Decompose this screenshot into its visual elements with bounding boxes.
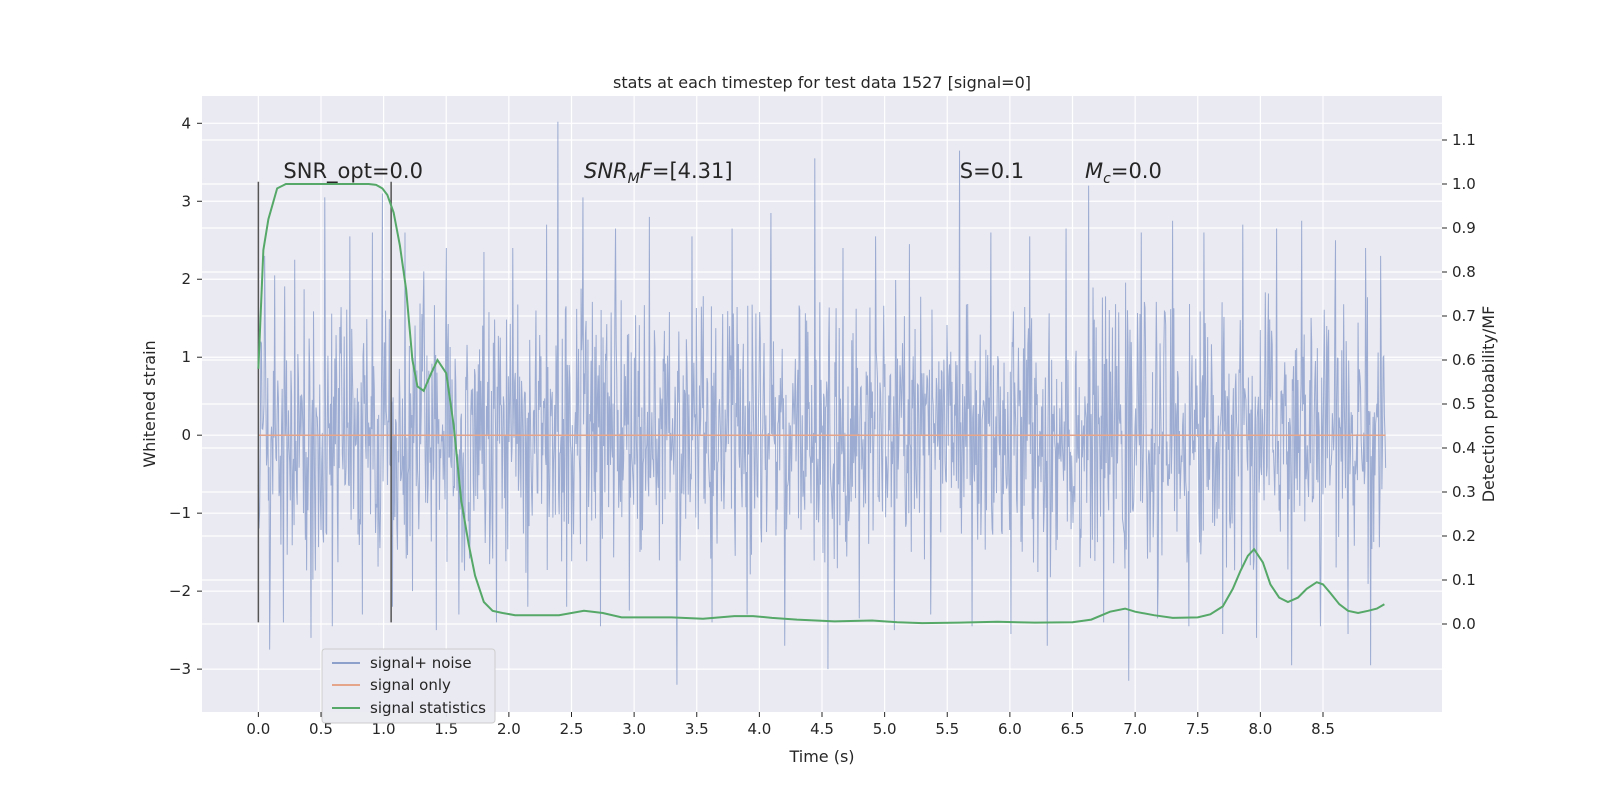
y-tick-label-7: 4 — [181, 114, 191, 132]
y-axis-ticks: −3 −2 −1 0 1 2 3 4 — [169, 114, 202, 678]
y2-axis-label: Detection probability/MF — [1479, 306, 1498, 503]
x-tick-label-6: 3.0 — [622, 720, 646, 738]
x-tick-label-5: 2.5 — [560, 720, 584, 738]
y2-tick-label-2: 0.2 — [1452, 527, 1476, 545]
annotation-0: SNR_opt=0.0 — [283, 159, 423, 184]
x-tick-label-12: 6.0 — [998, 720, 1022, 738]
x-tick-label-11: 5.5 — [935, 720, 959, 738]
x-tick-label-13: 6.5 — [1061, 720, 1085, 738]
x-axis-ticks: 0.0 0.5 1.0 1.5 2.0 2.5 3.0 3.5 4.0 4.5 5.0 5.5 6.0 6… — [246, 712, 1335, 738]
y2-tick-label-8: 0.8 — [1452, 263, 1476, 281]
annotation-1: SNRMF=[4.31] — [584, 159, 733, 187]
y2-tick-label-1: 0.1 — [1452, 571, 1476, 589]
y2-tick-label-3: 0.3 — [1452, 483, 1476, 501]
x-tick-label-10: 5.0 — [873, 720, 897, 738]
y2-tick-label-0: 0.0 — [1452, 615, 1476, 633]
x-tick-label-15: 7.5 — [1186, 720, 1210, 738]
y2-tick-label-9: 0.9 — [1452, 219, 1476, 237]
x-tick-label-2: 1.0 — [372, 720, 396, 738]
legend-label-signal-statistics: signal statistics — [370, 699, 486, 717]
x-tick-label-17: 8.5 — [1311, 720, 1335, 738]
series-signal-statistics — [257, 183, 1385, 625]
annotation-2: S=0.1 — [960, 159, 1024, 183]
y2-tick-label-5: 0.5 — [1452, 395, 1476, 413]
y-tick-label-3: 0 — [181, 426, 191, 444]
y2-axis-ticks: 0.0 0.1 0.2 0.3 0.4 0.5 0.6 0.7 0.8 0.9 1.0 1.1 — [1442, 131, 1476, 633]
x-tick-label-0: 0.0 — [246, 720, 270, 738]
x-tick-label-8: 4.0 — [747, 720, 771, 738]
vertical-markers — [257, 181, 392, 623]
y-tick-label-1: −2 — [169, 582, 191, 600]
annotations: SNR_opt=0.0 SNRMF=[4.31] S=0.1 Mc=0.0 — [283, 159, 1161, 187]
y2-tick-label-11: 1.1 — [1452, 131, 1476, 149]
x-tick-label-9: 4.5 — [810, 720, 834, 738]
chart-title: stats at each timestep for test data 152… — [613, 73, 1031, 92]
x-tick-label-3: 1.5 — [434, 720, 458, 738]
y2-tick-label-7: 0.7 — [1452, 307, 1476, 325]
y-tick-label-6: 3 — [181, 192, 191, 210]
legend-label-signal-plus-noise: signal+ noise — [370, 654, 472, 672]
y2-tick-label-6: 0.6 — [1452, 351, 1476, 369]
y2-tick-label-4: 0.4 — [1452, 439, 1476, 457]
legend-box — [321, 648, 496, 724]
legend-label-signal-only: signal only — [370, 676, 451, 694]
y-tick-label-4: 1 — [181, 348, 191, 366]
x-tick-label-16: 8.0 — [1248, 720, 1272, 738]
x-tick-label-14: 7.0 — [1123, 720, 1147, 738]
legend: signal+ noise signal only signal statist… — [321, 648, 496, 724]
y-axis-label: Whitened strain — [140, 340, 159, 467]
y-tick-label-2: −1 — [169, 504, 191, 522]
x-axis-label: Time (s) — [788, 747, 854, 766]
y-tick-label-5: 2 — [181, 270, 191, 288]
signal-statistics-line — [257, 183, 1385, 625]
x-tick-label-7: 3.5 — [685, 720, 709, 738]
y2-tick-label-10: 1.0 — [1452, 175, 1476, 193]
x-tick-label-4: 2.0 — [497, 720, 521, 738]
annotation-3: Mc=0.0 — [1085, 159, 1162, 187]
x-tick-label-1: 0.5 — [309, 720, 333, 738]
y-tick-label-0: −3 — [169, 660, 191, 678]
